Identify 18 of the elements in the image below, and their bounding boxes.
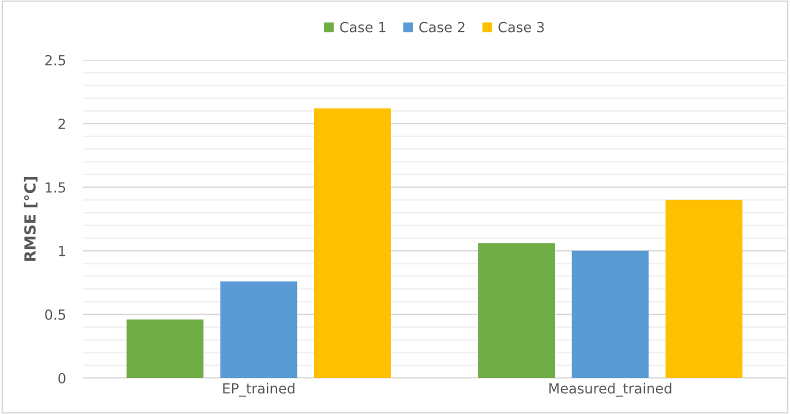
bar: [220, 281, 298, 378]
bar: [314, 108, 391, 378]
y-tick-label: 1.5: [46, 182, 66, 193]
y-axis-title: RMSE [°C]: [24, 177, 38, 261]
bar: [666, 200, 742, 378]
x-tick-label: Measured_trained: [549, 382, 672, 397]
y-tick-label: 0: [58, 372, 66, 384]
legend-label: Case 2: [419, 22, 464, 32]
y-tick-label: 1: [59, 246, 66, 256]
bar: [478, 243, 555, 378]
bar: [126, 319, 204, 378]
y-tick-label: 0.5: [45, 309, 66, 320]
y-tick-label: 2: [58, 118, 65, 129]
y-tick-label: 2.5: [45, 54, 66, 66]
bar: [572, 250, 649, 378]
x-tick-label: EP_trained: [223, 382, 294, 397]
legend-label: Case 3: [498, 22, 544, 32]
legend-label: Case 1: [340, 22, 386, 32]
